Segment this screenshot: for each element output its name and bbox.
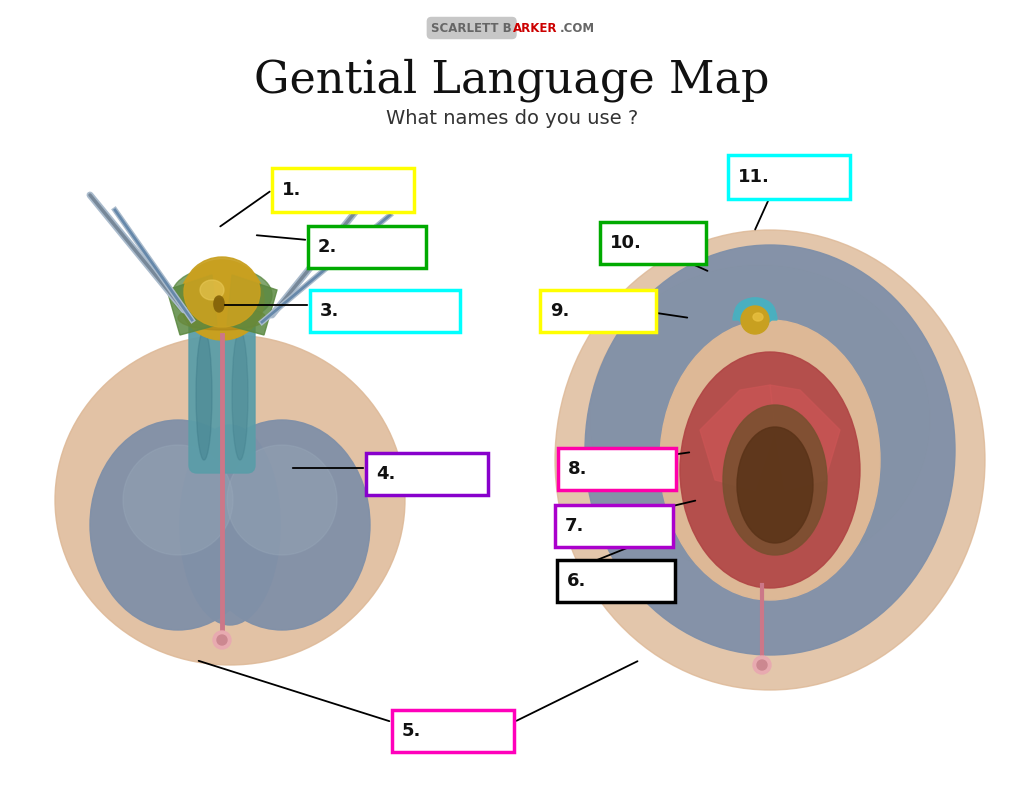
Ellipse shape	[55, 335, 406, 665]
Polygon shape	[167, 275, 217, 335]
Text: 2.: 2.	[318, 238, 337, 256]
Polygon shape	[227, 275, 278, 335]
Text: 1.: 1.	[282, 181, 301, 199]
FancyBboxPatch shape	[310, 290, 460, 332]
Ellipse shape	[735, 298, 775, 326]
Ellipse shape	[180, 425, 280, 625]
Ellipse shape	[123, 445, 233, 555]
Text: 9.: 9.	[550, 302, 569, 320]
Ellipse shape	[90, 420, 266, 630]
Ellipse shape	[680, 352, 860, 588]
Ellipse shape	[585, 245, 955, 655]
Wedge shape	[733, 298, 777, 320]
Ellipse shape	[184, 257, 260, 327]
Ellipse shape	[194, 420, 370, 630]
Text: 10.: 10.	[610, 234, 642, 252]
Ellipse shape	[227, 445, 337, 555]
FancyBboxPatch shape	[555, 505, 673, 547]
FancyBboxPatch shape	[600, 222, 706, 264]
Text: 11.: 11.	[738, 168, 770, 186]
Text: 4.: 4.	[376, 465, 395, 483]
Text: ARKER: ARKER	[513, 21, 557, 35]
Ellipse shape	[232, 330, 248, 460]
Ellipse shape	[753, 656, 771, 674]
Ellipse shape	[196, 330, 212, 460]
Ellipse shape	[555, 230, 985, 690]
Ellipse shape	[723, 405, 827, 555]
Text: .COM: .COM	[560, 21, 595, 35]
FancyBboxPatch shape	[557, 560, 675, 602]
FancyBboxPatch shape	[366, 453, 488, 495]
Text: What names do you use ?: What names do you use ?	[386, 108, 638, 127]
Text: 5.: 5.	[402, 722, 421, 740]
Text: 3.: 3.	[319, 302, 339, 320]
Polygon shape	[770, 385, 840, 490]
FancyBboxPatch shape	[189, 317, 255, 473]
Ellipse shape	[217, 635, 227, 645]
Ellipse shape	[180, 260, 264, 340]
Text: 6.: 6.	[567, 572, 587, 590]
Ellipse shape	[753, 313, 763, 321]
FancyBboxPatch shape	[272, 168, 414, 212]
Ellipse shape	[200, 280, 224, 300]
Ellipse shape	[757, 660, 767, 670]
Ellipse shape	[213, 631, 231, 649]
Polygon shape	[700, 385, 775, 490]
FancyBboxPatch shape	[392, 710, 514, 752]
Text: SCARLETT B: SCARLETT B	[431, 21, 512, 35]
FancyBboxPatch shape	[308, 226, 426, 268]
Text: 8.: 8.	[568, 460, 588, 478]
Text: Gential Language Map: Gential Language Map	[254, 59, 770, 102]
Ellipse shape	[214, 298, 224, 312]
Ellipse shape	[178, 306, 266, 330]
Ellipse shape	[660, 320, 880, 600]
Ellipse shape	[741, 306, 769, 334]
FancyBboxPatch shape	[540, 290, 656, 332]
Text: 7.: 7.	[565, 517, 585, 535]
Ellipse shape	[737, 427, 813, 543]
FancyBboxPatch shape	[558, 448, 676, 490]
Ellipse shape	[172, 267, 272, 323]
FancyBboxPatch shape	[728, 155, 850, 199]
Ellipse shape	[590, 265, 930, 575]
Ellipse shape	[214, 296, 224, 310]
